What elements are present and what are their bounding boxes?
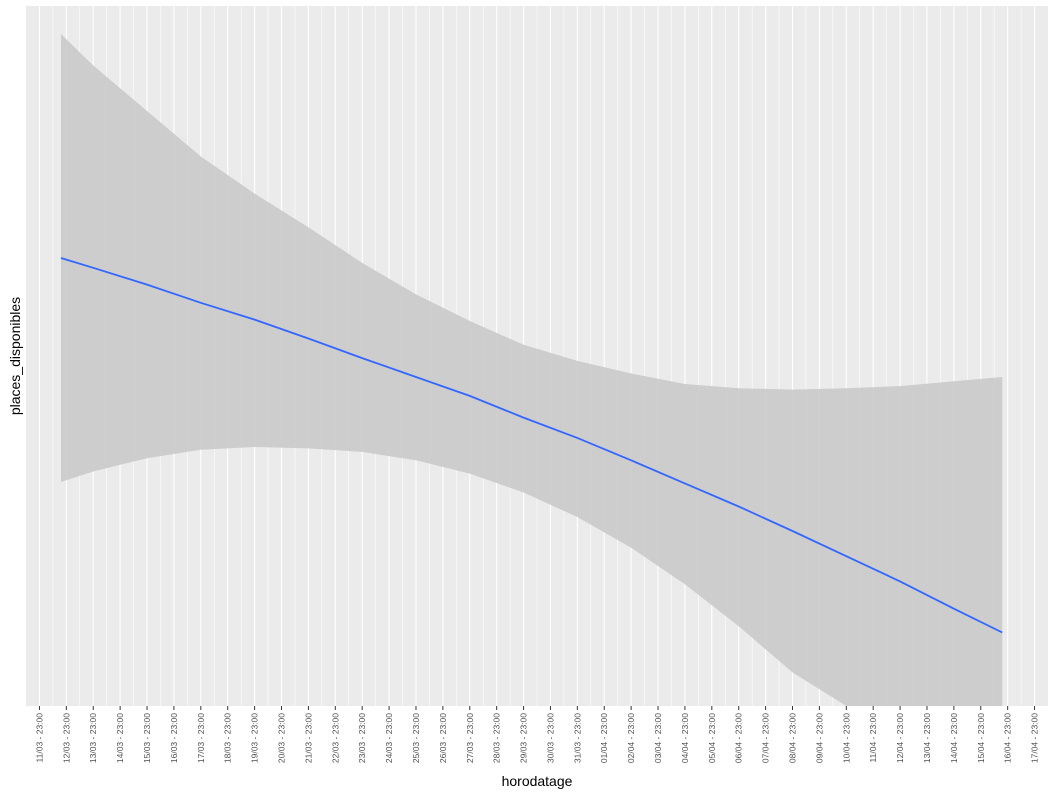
x-tick-label: 07/04 - 23:00	[761, 713, 771, 763]
x-tick-label: 10/04 - 23:00	[841, 713, 851, 763]
x-tick-label: 16/04 - 23:00	[1003, 713, 1013, 763]
x-axis-title: horodatage	[502, 773, 573, 789]
x-tick-label: 11/03 - 23:00	[34, 713, 44, 763]
x-tick-label: 06/04 - 23:00	[734, 713, 744, 763]
confidence-ribbon	[60, 34, 1003, 706]
trend-line	[60, 257, 1003, 634]
x-tick-label: 29/03 - 23:00	[519, 713, 529, 763]
x-tick-label: 12/04 - 23:00	[895, 713, 905, 763]
x-tick-label: 03/04 - 23:00	[653, 713, 663, 763]
x-axis-ticks: 11/03 - 23:00 12/03 - 23:00 13/03 - 23:00 1…	[34, 706, 1040, 763]
x-tick-label: 14/04 - 23:00	[949, 713, 959, 763]
x-tick-label: 16/03 - 23:00	[169, 713, 179, 763]
x-tick-label: 24/03 - 23:00	[384, 713, 394, 763]
x-tick-label: 12/03 - 23:00	[61, 713, 71, 763]
x-tick-label: 11/04 - 23:00	[868, 713, 878, 763]
x-tick-label: 25/03 - 23:00	[411, 713, 421, 763]
x-tick-label: 30/03 - 23:00	[545, 713, 555, 763]
x-tick-label: 27/03 - 23:00	[465, 713, 475, 763]
x-tick-label: 15/03 - 23:00	[142, 713, 152, 763]
x-tick-label: 02/04 - 23:00	[626, 713, 636, 763]
x-tick-label: 17/03 - 23:00	[196, 713, 206, 763]
x-tick-label: 01/04 - 23:00	[599, 713, 609, 763]
x-tick-label: 19/03 - 23:00	[250, 713, 260, 763]
x-tick-label: 05/04 - 23:00	[707, 713, 717, 763]
x-tick-label: 22/03 - 23:00	[330, 713, 340, 763]
x-tick-label: 14/03 - 23:00	[115, 713, 125, 763]
x-tick-label: 26/03 - 23:00	[438, 713, 448, 763]
x-tick-label: 04/04 - 23:00	[680, 713, 690, 763]
x-tick-label: 15/04 - 23:00	[976, 713, 986, 763]
x-tick-label: 13/04 - 23:00	[922, 713, 932, 763]
x-tick-label: 20/03 - 23:00	[277, 713, 287, 763]
x-tick-label: 21/03 - 23:00	[303, 713, 313, 763]
x-tick-label: 17/04 - 23:00	[1030, 713, 1040, 763]
x-tick-label: 28/03 - 23:00	[492, 713, 502, 763]
x-tick-label: 23/03 - 23:00	[357, 713, 367, 763]
x-tick-label: 08/04 - 23:00	[788, 713, 798, 763]
x-tick-label: 09/04 - 23:00	[814, 713, 824, 763]
x-tick-label: 31/03 - 23:00	[572, 713, 582, 763]
y-axis-title: places_disponibles	[7, 297, 23, 415]
x-tick-label: 13/03 - 23:00	[88, 713, 98, 763]
x-tick-label: 18/03 - 23:00	[223, 713, 233, 763]
